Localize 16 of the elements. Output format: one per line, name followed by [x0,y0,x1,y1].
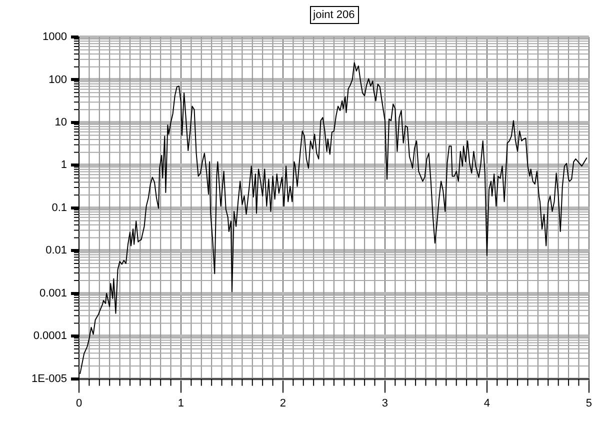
y-tick-label: 0.001 [39,287,67,300]
y-tick-label: 0.1 [52,202,67,214]
y-tick-label: 0.0001 [33,330,67,342]
y-tick-label: 1000 [42,31,67,44]
x-tick-label: 0 [76,397,82,410]
y-tick-label: 1 [60,159,67,172]
x-tick-label: 5 [586,397,592,410]
x-tick-label: 3 [382,397,388,410]
chart-title: joint 206 [312,9,355,22]
y-tick-label: 0.01 [46,244,67,257]
y-tick-label: 1E-005 [32,372,67,385]
y-tick-label: 100 [48,74,67,86]
x-tick-label: 1 [178,397,184,410]
x-tick-label: 4 [484,397,490,410]
x-tick-label: 2 [280,397,286,410]
y-tick-label: 10 [54,116,67,128]
